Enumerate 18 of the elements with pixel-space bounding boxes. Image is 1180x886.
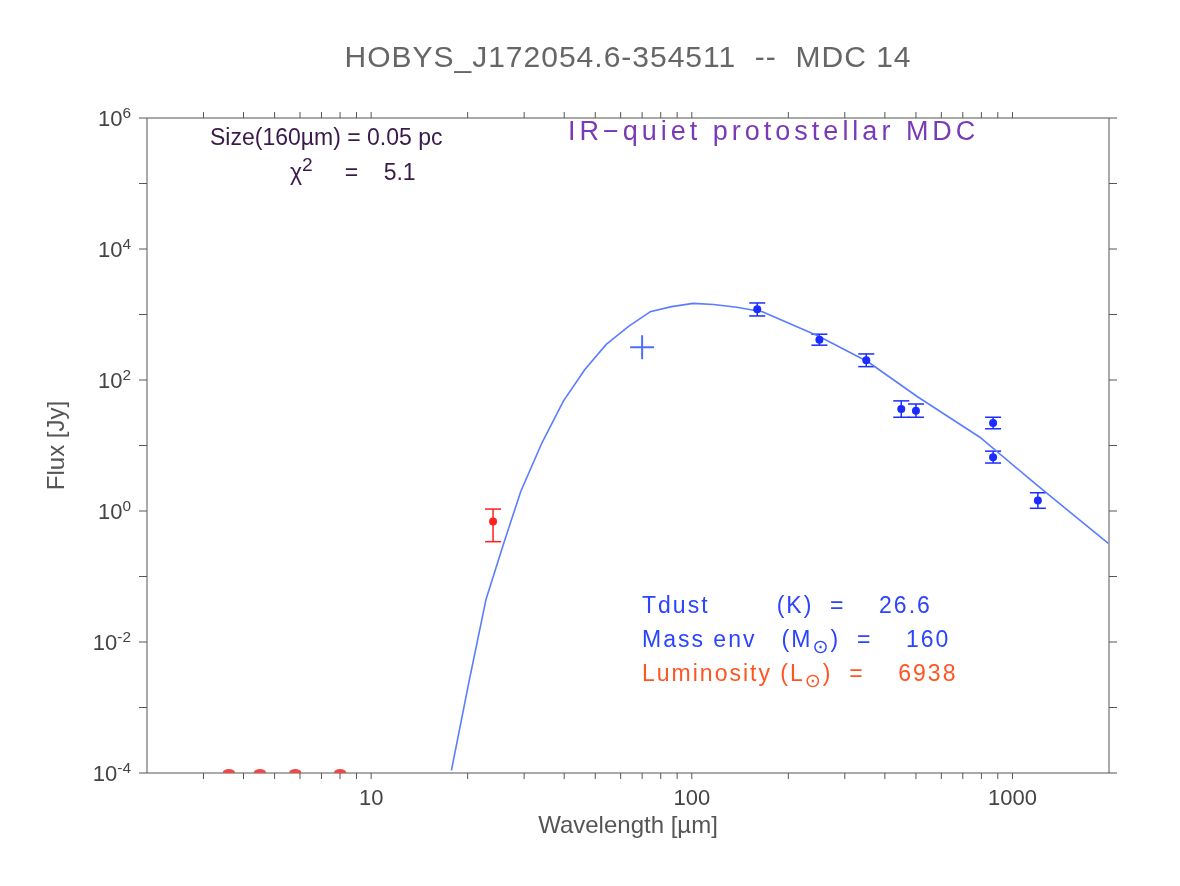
annotation: Mass env (M$_{⊙}$) = 160 (642, 626, 951, 658)
y-axis-title: Flux [Jy] (41, 400, 69, 491)
y-tick-label: 10$^{6}$ (97, 103, 131, 131)
x-tick-label: 10 (358, 785, 384, 810)
text: χ$^{2}$ = 5.1 (290, 154, 416, 185)
y-tick-label: 10$^{-4}$ (92, 758, 132, 786)
annotation: IR−quiet protostellar MDC (568, 116, 980, 147)
annotation: Luminosity (L$_{⊙}$) = 6938 (642, 660, 958, 692)
chart-title: HOBYS_J172054.6-354511 -- MDC 14 (343, 40, 913, 74)
y-tick-label: 10$^{-2}$ (92, 627, 131, 655)
y-tick-label: 10$^{0}$ (97, 496, 131, 524)
y-tick-label: 10$^{2}$ (97, 365, 131, 393)
x-tick-label: 100 (673, 785, 711, 810)
x-tick-label: 1000 (987, 785, 1037, 810)
annotation: Tdust (K) = 26.6 (642, 592, 932, 619)
annotation: Size(160µm) = 0.05 pc (210, 124, 443, 151)
x-axis-title: Wavelength [µm] (538, 811, 718, 838)
y-tick-label: 10$^{4}$ (97, 234, 132, 262)
